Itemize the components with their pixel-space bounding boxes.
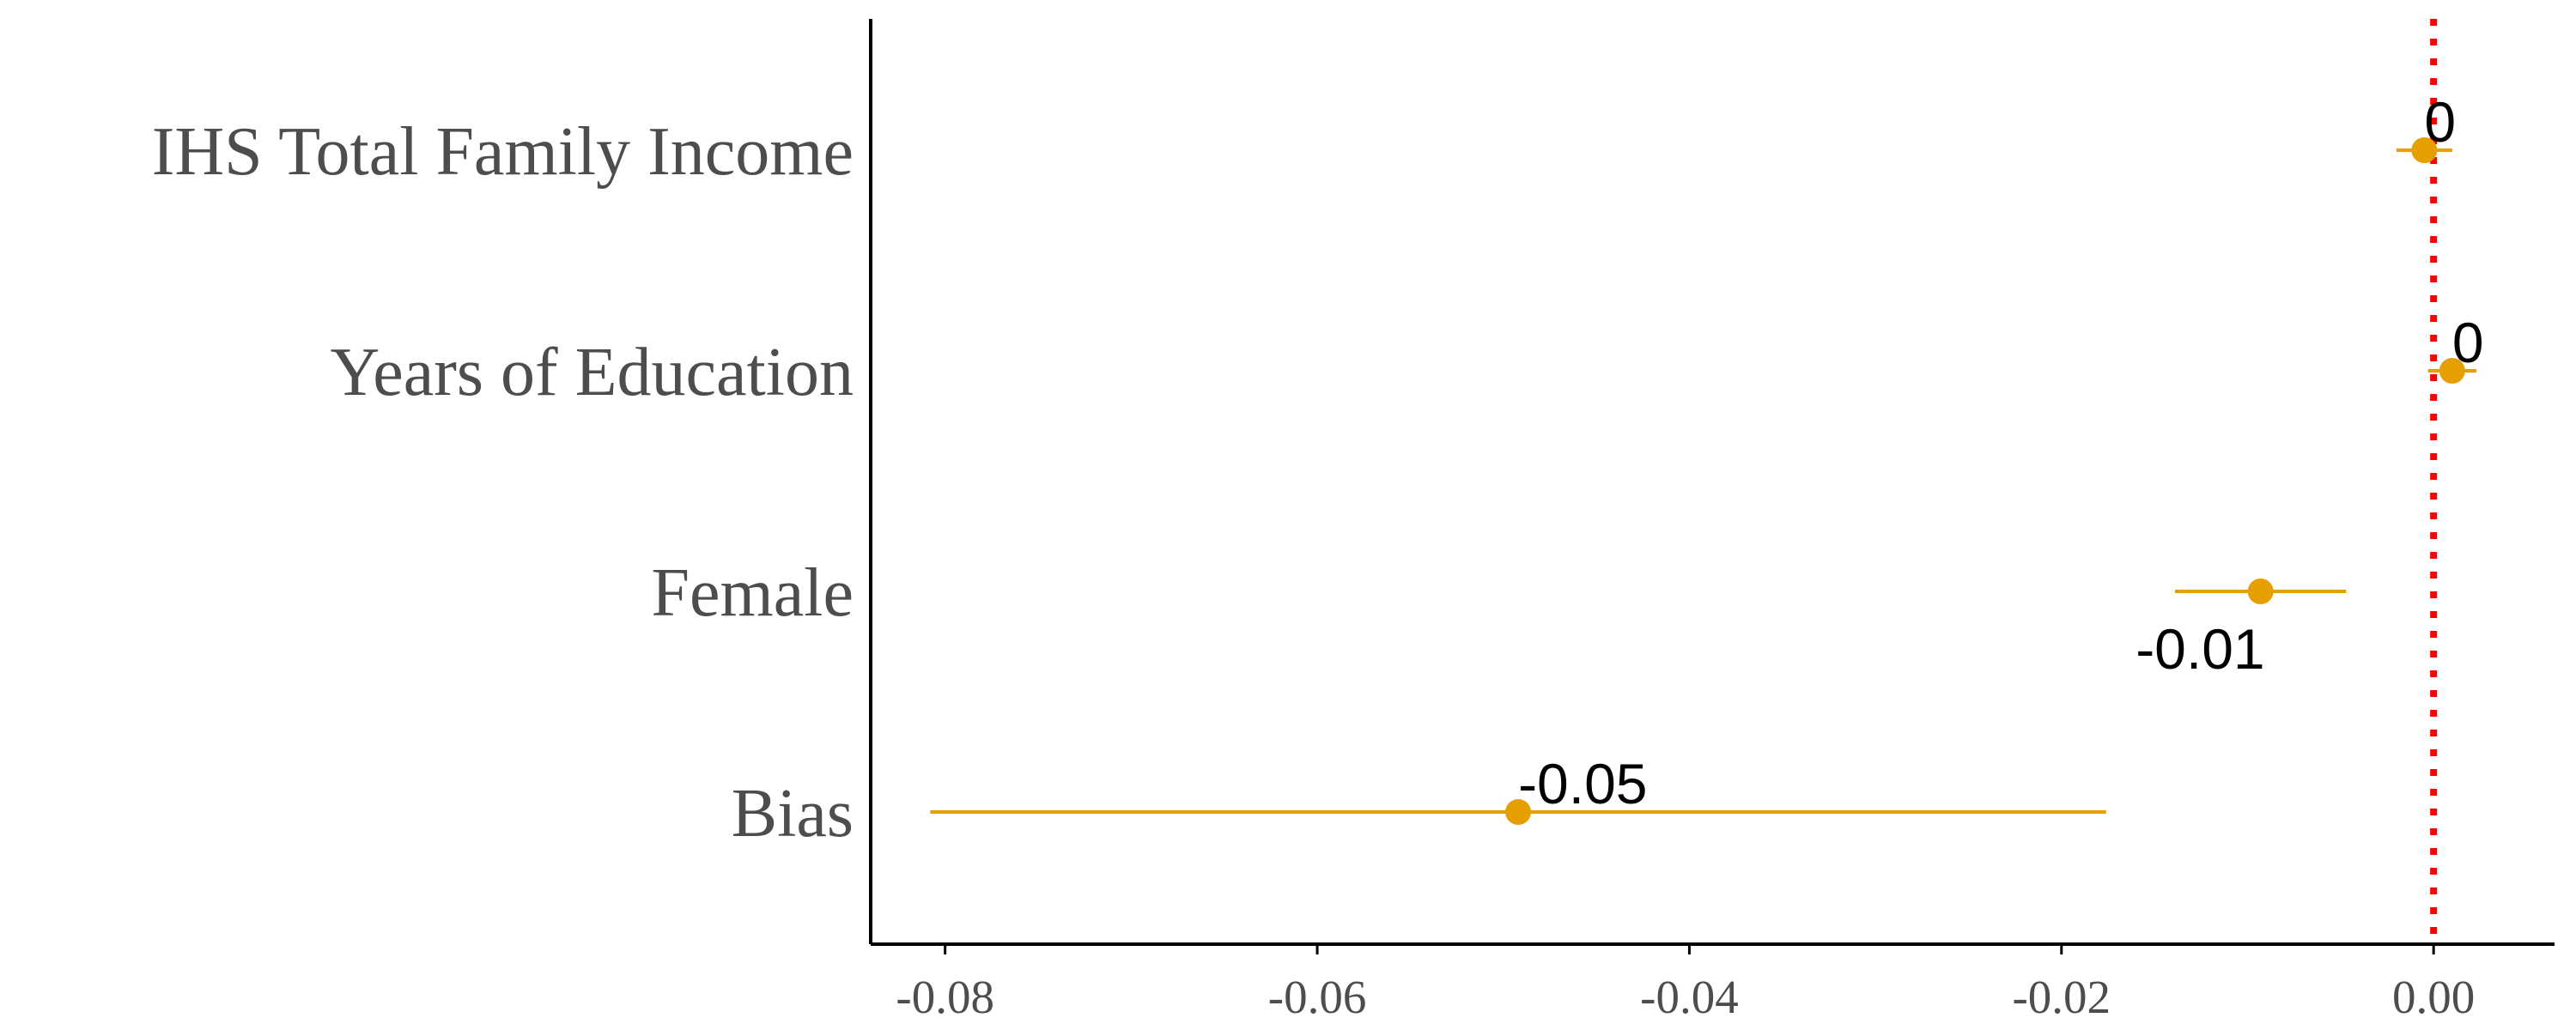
point-estimate	[1505, 799, 1532, 825]
x-axis: -0.08 -0.06 -0.04 -0.02 0.00	[869, 19, 2555, 1023]
category-label: Female	[652, 555, 854, 631]
point-estimate	[2247, 579, 2274, 604]
data-value-label: -0.05	[1518, 752, 1647, 815]
category-label: Years of Education	[330, 335, 854, 410]
x-tick-label: -0.04	[1640, 971, 1739, 1023]
category-labels: IHS Total Family Income Years of Educatio…	[152, 114, 854, 851]
data-value-label: 0	[2424, 90, 2456, 154]
x-tick-label: -0.06	[1268, 971, 1367, 1023]
point-estimate	[2439, 358, 2465, 384]
category-label: IHS Total Family Income	[152, 114, 854, 190]
x-tick-label: 0.00	[2392, 971, 2475, 1023]
point-estimate	[2411, 137, 2438, 163]
plot-area: 0 0 -0.01 -0.05	[930, 19, 2484, 944]
category-label: Bias	[732, 776, 854, 851]
x-tick-label: -0.08	[896, 971, 994, 1023]
x-tick-label: -0.02	[2012, 971, 2111, 1023]
data-value-label: 0	[2452, 311, 2484, 374]
data-value-label: -0.01	[2136, 617, 2264, 681]
